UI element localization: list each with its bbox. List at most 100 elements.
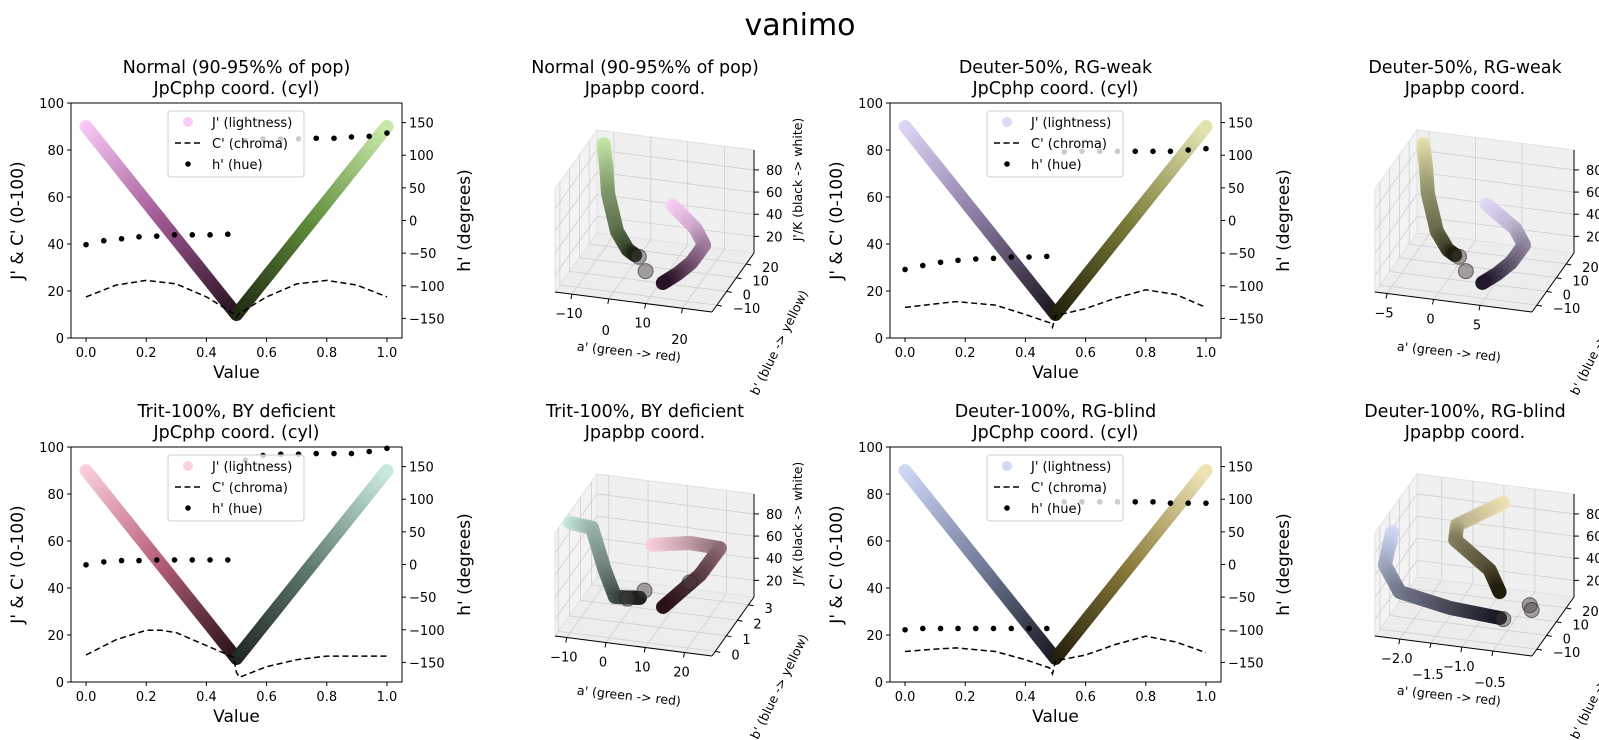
curve-point xyxy=(1475,275,1490,290)
chart-title-line2: JpCphp coord. (cyl) xyxy=(152,423,319,443)
colormap-curve xyxy=(1475,197,1531,290)
grid-line xyxy=(1416,515,1575,537)
colormap-curve xyxy=(645,535,727,614)
lightness-series xyxy=(898,464,1213,665)
legend-hue-marker xyxy=(1004,161,1010,167)
x-tick-label: 0.4 xyxy=(1015,690,1036,705)
a-tick xyxy=(1460,646,1463,653)
x-tick-label: 0.6 xyxy=(1075,346,1096,361)
a-axis-line xyxy=(1374,635,1533,657)
a-tick-label: −2.0 xyxy=(1381,652,1413,667)
b-tick-label: −10 xyxy=(1553,646,1580,661)
y-tick-label: 40 xyxy=(47,238,64,253)
j-axis-label: J'/K (black -> white) xyxy=(790,118,805,243)
y-tick-label: 20 xyxy=(47,629,64,644)
hue-point xyxy=(136,234,142,240)
a-tick-label: 0 xyxy=(1426,312,1434,327)
hue-point xyxy=(100,559,107,565)
a-tick-label: −5 xyxy=(1374,307,1393,322)
colormap-curve xyxy=(655,198,712,291)
transition-marker xyxy=(1523,602,1540,619)
a-tick xyxy=(643,647,646,653)
chart-title-line2: JpCphp coord. (cyl) xyxy=(971,423,1138,443)
j-tick-label: 20 xyxy=(1586,574,1599,589)
hue-point xyxy=(189,557,196,563)
back-pane xyxy=(596,473,755,598)
x-axis-label: Value xyxy=(1032,363,1079,383)
grid-line xyxy=(554,171,598,232)
legend-entry: h' (hue) xyxy=(212,502,263,517)
b-axis-line xyxy=(1531,252,1575,313)
y-right-tick-label: 100 xyxy=(409,149,434,164)
a-tick xyxy=(1429,643,1432,649)
hue-point xyxy=(153,233,160,239)
b-tick xyxy=(1546,290,1552,293)
hue-point xyxy=(919,262,926,269)
a-tick-label: −10 xyxy=(550,651,577,666)
hue-point xyxy=(136,557,142,564)
grid-line xyxy=(554,149,598,210)
grid-line xyxy=(1389,615,1547,636)
y-right-tick-label: 0 xyxy=(409,215,417,230)
b-tick-label: 20 xyxy=(1582,605,1599,620)
a-tick-label: 20 xyxy=(673,666,690,681)
transition-marker xyxy=(1450,248,1467,265)
y-right-tick-label: −150 xyxy=(409,656,445,671)
grid-line xyxy=(554,538,598,598)
hue-point xyxy=(937,625,944,632)
legend-lightness-marker xyxy=(1002,461,1012,471)
legend-hue-marker xyxy=(1004,505,1010,511)
transition-marker xyxy=(636,582,653,599)
y-tick-label: 80 xyxy=(866,144,883,159)
j-tick-label: 60 xyxy=(766,186,783,201)
y-tick-label: 40 xyxy=(47,582,64,597)
b-tick-label: 2 xyxy=(753,617,761,632)
chart-title-line1: Deuter-100%, RG-blind xyxy=(1364,402,1566,422)
b-tick-label: 1 xyxy=(742,633,750,648)
hue-point xyxy=(1167,148,1174,155)
colormap-curve xyxy=(1448,495,1510,600)
y-right-tick-label: −50 xyxy=(1228,591,1255,606)
j-tick-label: 80 xyxy=(1586,508,1599,523)
x-tick-label: 0.8 xyxy=(316,346,337,361)
chart-title-line1: Normal (90-95%% of pop) xyxy=(123,58,351,78)
transition-marker xyxy=(681,574,698,591)
legend-lightness-marker xyxy=(1002,117,1012,127)
x-tick-label: 1.0 xyxy=(377,346,398,361)
y-right-tick-label: 0 xyxy=(1228,559,1236,574)
x-tick-label: 0.8 xyxy=(1135,346,1156,361)
a-tick xyxy=(565,637,568,643)
b-tick xyxy=(1556,277,1562,280)
hue-point xyxy=(1026,254,1032,260)
j-tick-label: 80 xyxy=(1586,164,1599,179)
x-tick-label: 1.0 xyxy=(1196,346,1217,361)
chart-2d-panel: 0.0 0.2 0.4 0.6 0.8 1.0 0 20 40 60 80 100 −150 −100 −5… xyxy=(827,58,1294,383)
y-right-tick-label: −50 xyxy=(409,247,436,262)
hue-point xyxy=(153,557,160,563)
legend-entry: h' (hue) xyxy=(1031,502,1082,517)
grid-line xyxy=(566,578,610,638)
grid-line xyxy=(1416,171,1575,193)
a-tick xyxy=(1398,639,1401,645)
transition-marker xyxy=(1495,611,1512,628)
lightness-point xyxy=(380,464,394,477)
hue-point xyxy=(1043,625,1050,632)
legend-hue-marker xyxy=(185,505,191,511)
hue-point xyxy=(207,557,213,563)
chart-title-line1: Trit-100%, BY deficient xyxy=(137,402,336,422)
y-tick-label: 20 xyxy=(47,285,64,300)
grid-line xyxy=(1399,257,1557,279)
chart-2d-panel: 0.0 0.2 0.4 0.6 0.8 1.0 0 20 40 60 80 100 −150 −100 −5… xyxy=(827,402,1294,727)
b-axis-line xyxy=(711,596,755,657)
x-tick-label: 0.4 xyxy=(196,690,217,705)
x-tick-label: 0.2 xyxy=(955,690,976,705)
y-right-tick-label: 100 xyxy=(1228,493,1253,508)
b-tick-label: 0 xyxy=(1563,632,1571,647)
chart-2d-panel: 0.0 0.2 0.4 0.6 0.8 1.0 0 20 40 60 80 100 −150 −100 −5… xyxy=(8,402,475,727)
y-right-tick-label: −100 xyxy=(409,280,445,295)
curve-point xyxy=(656,599,671,614)
y-tick-label: 20 xyxy=(866,285,883,300)
x-tick-label: 0.0 xyxy=(895,690,916,705)
y-tick-label: 40 xyxy=(866,582,883,597)
